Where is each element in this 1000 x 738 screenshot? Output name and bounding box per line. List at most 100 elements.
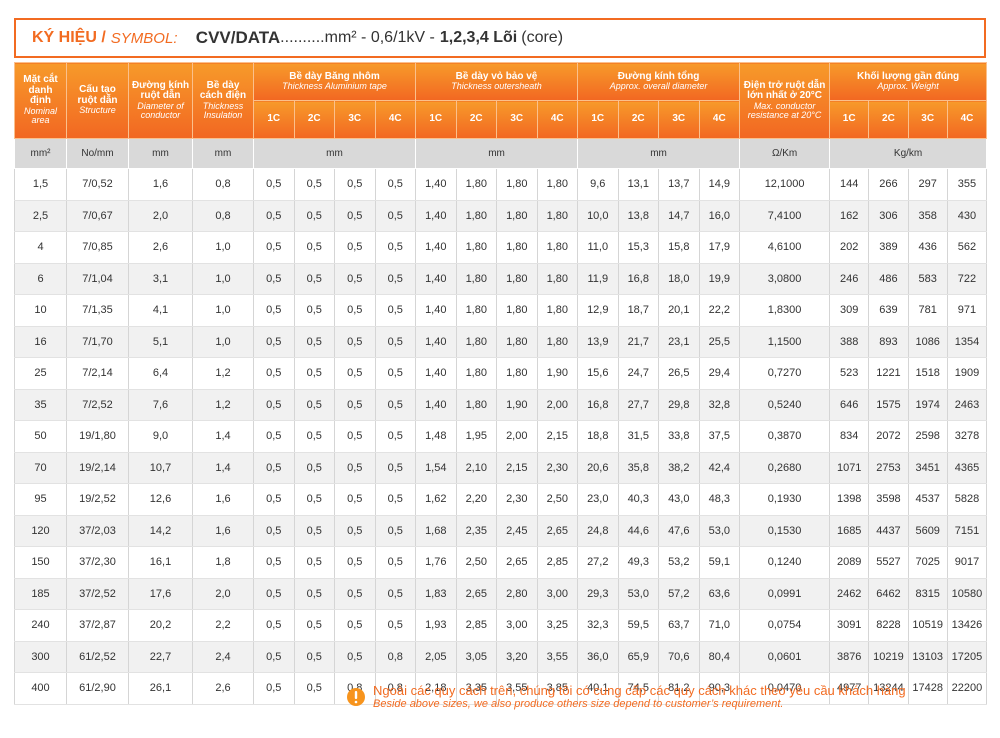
cell: 7/2,14 — [66, 357, 129, 390]
cell: 7/1,35 — [66, 294, 129, 327]
cell: 834 — [829, 420, 870, 453]
cell: 0,5 — [293, 357, 335, 390]
cell: 1909 — [946, 357, 988, 390]
cell: 1354 — [946, 326, 988, 358]
cell: 1,4 — [192, 420, 254, 453]
cell: 70 — [14, 452, 67, 484]
cell: 0,5 — [293, 231, 335, 264]
cell: 2,65 — [496, 546, 538, 579]
cell: 0,8 — [374, 672, 417, 705]
cell: 13,9 — [577, 326, 619, 358]
cell: 12,1000 — [739, 168, 831, 201]
cell: 0,5 — [253, 609, 295, 642]
data-row: 240 37/2,87 20,2 2,2 0,5 0,5 0,5 0,5 1,93 2,85 3,0… — [14, 609, 988, 642]
cell: 10 — [14, 294, 67, 327]
cell: 80,4 — [698, 641, 741, 673]
cell: 1,80 — [536, 200, 579, 232]
unit: mm — [128, 138, 193, 169]
cell: 2753 — [868, 452, 909, 484]
cell: 0,1930 — [739, 483, 831, 516]
cell: 2462 — [829, 578, 870, 610]
cell: 1,8 — [192, 546, 254, 579]
cell: 0,0754 — [739, 609, 831, 642]
cell: 1,80 — [455, 357, 498, 390]
sub-header: 1C — [577, 100, 619, 139]
cell: 1,80 — [496, 168, 538, 201]
cell: 1,0 — [192, 263, 254, 295]
sub-header: 2C — [455, 100, 498, 139]
cell: 0,5 — [334, 641, 376, 673]
cell: 0,5 — [293, 200, 335, 232]
cell: 1,95 — [455, 420, 498, 453]
symbol-label: KÝ HIỆU / — [32, 29, 106, 46]
cell: 3,20 — [496, 641, 538, 673]
cell: 0,7270 — [739, 357, 831, 390]
cell: 3,25 — [536, 609, 579, 642]
cell: 3451 — [907, 452, 948, 484]
cell: 0,2680 — [739, 452, 831, 484]
cell: 1,76 — [415, 546, 457, 579]
cell: 583 — [907, 263, 948, 295]
cell: 5,1 — [128, 326, 193, 358]
cell: 70,6 — [658, 641, 700, 673]
spec-table: Mặt cắt danh định Nominal area Cấu tạo ruộ… — [14, 62, 988, 705]
cell: 71,0 — [698, 609, 741, 642]
cell: 53,0 — [617, 578, 660, 610]
header-en: Approx. Weight — [877, 81, 939, 92]
header-vi: Mặt cắt danh định — [23, 74, 58, 107]
cell: 32,3 — [577, 609, 619, 642]
sub-header: 2C — [293, 100, 335, 139]
header-vi: Điện trở ruột dẫn lớn nhất ở 20°C — [743, 79, 826, 102]
cell: 436 — [907, 231, 948, 264]
cell: 1,40 — [415, 263, 457, 295]
cell: 202 — [829, 231, 870, 264]
cell: 1,80 — [455, 168, 498, 201]
cell: 35,8 — [617, 452, 660, 484]
cell: 13,8 — [617, 200, 660, 232]
header-vi: Cấu tạo ruột dẫn — [77, 84, 118, 106]
cell: 2463 — [946, 389, 988, 421]
cell: 0,5 — [374, 483, 417, 516]
cell: 40,1 — [577, 672, 619, 705]
cell: 6,4 — [128, 357, 193, 390]
cell: 1,1500 — [739, 326, 831, 358]
cell: 0,5 — [374, 357, 417, 390]
cell: 11,9 — [577, 263, 619, 295]
cell: 0,5 — [334, 483, 376, 516]
cell: 9017 — [946, 546, 988, 579]
cell: 1,40 — [415, 200, 457, 232]
cell: 1,68 — [415, 515, 457, 547]
cell: 0,5 — [293, 389, 335, 421]
cell: 0,5 — [253, 483, 295, 516]
cell: 2,65 — [455, 578, 498, 610]
cell: 0,5 — [374, 389, 417, 421]
cell: 3091 — [829, 609, 870, 642]
cell: 40,3 — [617, 483, 660, 516]
cell: 639 — [868, 294, 909, 327]
unit: Ω/Km — [739, 138, 831, 169]
cell: 25 — [14, 357, 67, 390]
cell: 388 — [829, 326, 870, 358]
cell: 16,0 — [698, 200, 741, 232]
cell: 1,40 — [415, 389, 457, 421]
cell: 0,5 — [253, 231, 295, 264]
cell: 0,0601 — [739, 641, 831, 673]
cell: 0,5 — [293, 452, 335, 484]
cell: 22200 — [946, 672, 988, 705]
cell: 25,5 — [698, 326, 741, 358]
header-row: Mặt cắt danh định Nominal area Cấu tạo ruộ… — [14, 62, 988, 139]
cell: 0,5 — [334, 578, 376, 610]
cell: 2,0 — [192, 578, 254, 610]
cell: 0,5 — [253, 326, 295, 358]
cell: 17205 — [946, 641, 988, 673]
product: CVV/DATA — [195, 28, 281, 47]
cell: 1,40 — [415, 168, 457, 201]
cell: 3,00 — [496, 609, 538, 642]
cell: 120 — [14, 515, 67, 547]
header-en: Thickness Aluminium tape — [282, 81, 387, 92]
cell: 1,54 — [415, 452, 457, 484]
cell: 18,8 — [577, 420, 619, 453]
cell: 15,8 — [658, 231, 700, 264]
cell: 0,5 — [374, 546, 417, 579]
cell: 53,0 — [698, 515, 741, 547]
